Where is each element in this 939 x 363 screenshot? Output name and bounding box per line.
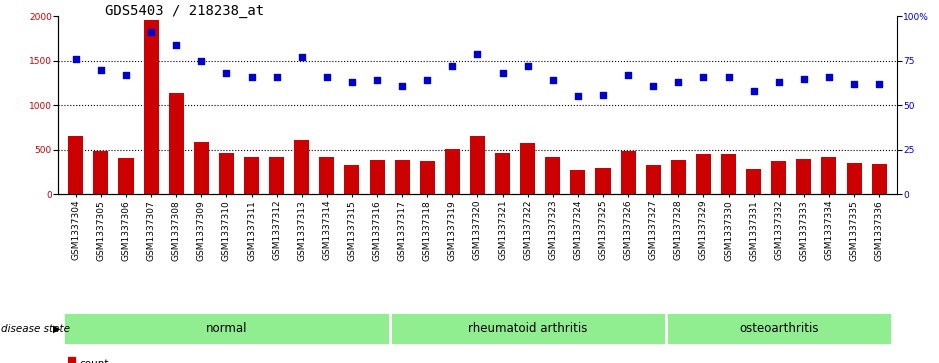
Bar xyxy=(721,154,736,194)
Point xyxy=(771,79,786,85)
Point xyxy=(345,79,360,85)
Point xyxy=(570,94,585,99)
Text: rheumatoid arthritis: rheumatoid arthritis xyxy=(468,322,588,335)
Point xyxy=(420,77,435,83)
Bar xyxy=(621,151,636,194)
Bar xyxy=(847,163,862,194)
Point xyxy=(93,67,108,73)
Text: disease state: disease state xyxy=(1,323,69,334)
Bar xyxy=(68,357,75,363)
Point xyxy=(847,81,862,87)
Bar xyxy=(219,153,234,194)
Point xyxy=(294,54,309,60)
Point xyxy=(169,42,184,48)
Bar xyxy=(244,157,259,194)
Bar xyxy=(169,93,184,194)
Point xyxy=(721,74,736,80)
Bar xyxy=(193,142,208,194)
Point xyxy=(495,70,510,76)
Point xyxy=(118,72,133,78)
Text: ▶: ▶ xyxy=(53,323,60,334)
Bar xyxy=(670,159,685,194)
Point xyxy=(520,63,535,69)
Point xyxy=(621,72,636,78)
Point xyxy=(219,70,234,76)
Bar xyxy=(495,153,510,194)
Bar xyxy=(646,165,661,194)
Bar xyxy=(570,170,585,194)
Bar xyxy=(420,161,435,194)
Point xyxy=(370,77,385,83)
Bar xyxy=(796,159,811,194)
FancyBboxPatch shape xyxy=(63,312,390,345)
Point xyxy=(646,83,661,89)
Point xyxy=(822,74,837,80)
Point xyxy=(394,83,409,89)
Text: GDS5403 / 218238_at: GDS5403 / 218238_at xyxy=(105,4,264,18)
Point xyxy=(69,56,84,62)
Bar xyxy=(470,135,485,194)
Point xyxy=(871,81,886,87)
Bar xyxy=(394,160,409,194)
Bar xyxy=(520,143,535,194)
Bar xyxy=(696,154,711,194)
Point xyxy=(747,88,762,94)
Bar xyxy=(771,161,786,194)
Text: osteoarthritis: osteoarthritis xyxy=(739,322,819,335)
Point xyxy=(796,76,811,82)
Bar xyxy=(747,169,762,194)
Bar xyxy=(370,160,385,194)
Bar xyxy=(345,165,360,194)
Bar xyxy=(118,158,133,194)
Bar xyxy=(822,157,837,194)
Bar xyxy=(871,164,886,194)
Bar xyxy=(595,167,610,194)
Bar xyxy=(319,157,334,194)
Point xyxy=(445,63,460,69)
Point xyxy=(595,92,610,98)
FancyBboxPatch shape xyxy=(390,312,666,345)
Point xyxy=(696,74,711,80)
Text: count: count xyxy=(80,359,109,363)
Point xyxy=(144,29,159,35)
Bar xyxy=(294,140,309,194)
Point xyxy=(470,51,485,57)
Bar xyxy=(269,157,285,194)
FancyBboxPatch shape xyxy=(666,312,892,345)
Bar xyxy=(144,20,159,194)
Point xyxy=(193,58,208,64)
Bar xyxy=(69,136,84,194)
Point xyxy=(546,77,561,83)
Point xyxy=(319,74,334,80)
Point xyxy=(244,74,259,80)
Text: normal: normal xyxy=(206,322,247,335)
Bar xyxy=(445,149,460,194)
Point xyxy=(670,79,685,85)
Bar xyxy=(93,151,108,194)
Point xyxy=(269,74,285,80)
Bar xyxy=(546,157,561,194)
